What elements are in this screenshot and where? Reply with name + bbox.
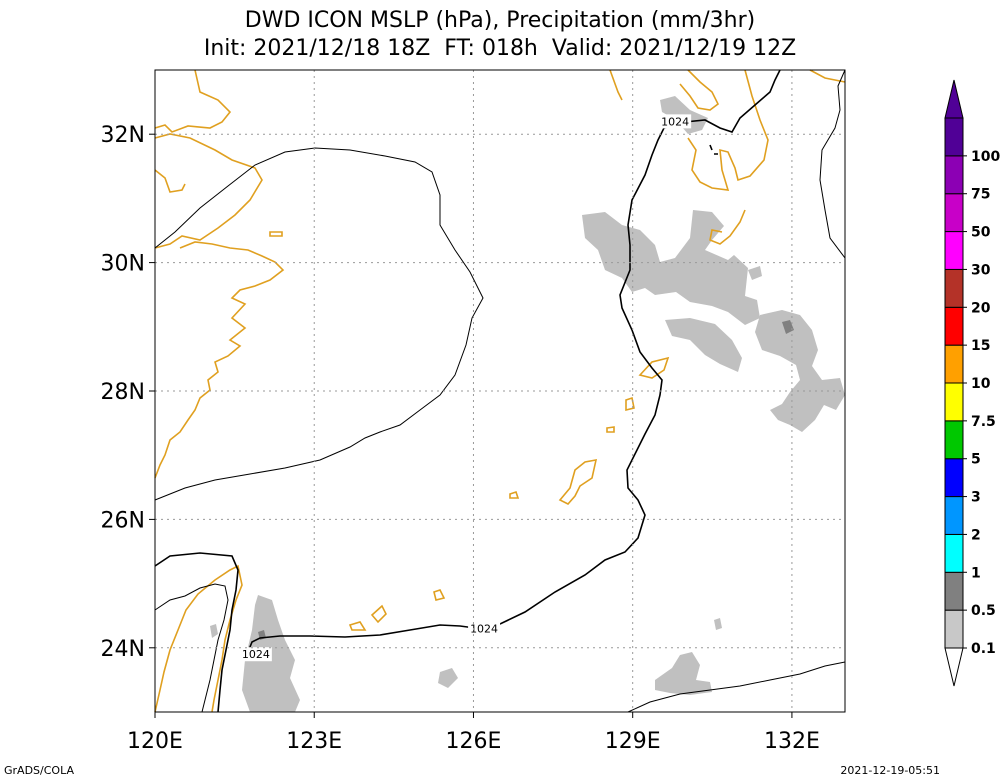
coastline <box>348 621 367 631</box>
precip-area <box>748 266 762 280</box>
footer-software-credit: GrADS/COLA <box>4 764 74 777</box>
coastline <box>370 604 387 624</box>
colorbar-label: 7.5 <box>971 414 996 430</box>
coastline <box>154 69 232 133</box>
colorbar-segment <box>944 458 964 498</box>
x-tick-label: 123E <box>286 729 342 754</box>
isobar-label-bg <box>239 647 272 662</box>
y-tick-label: 30N <box>101 252 145 277</box>
chart-title-line-2: Init: 2021/12/18 18Z FT: 018h Valid: 202… <box>203 36 797 61</box>
coastline <box>269 231 283 237</box>
coastline <box>609 69 623 101</box>
colorbar-segment <box>944 193 964 233</box>
coastline <box>509 490 520 499</box>
isobar-label: 1024 <box>470 623 498 636</box>
colorbar-segment <box>944 533 964 573</box>
isobar <box>819 69 846 259</box>
y-tick-label: 32N <box>101 123 145 148</box>
colorbar-segment <box>944 344 964 384</box>
colorbar-label: 0.5 <box>971 603 996 619</box>
isobar <box>154 147 484 501</box>
colorbar-label: 100 <box>971 149 1000 165</box>
coastline <box>433 589 446 601</box>
isobar <box>154 583 229 713</box>
precipitation-shading <box>210 96 845 712</box>
colorbar-label: 3 <box>971 490 981 506</box>
colorbar-segment <box>944 420 964 460</box>
coastline <box>606 426 615 433</box>
isobar-label-bg <box>468 621 501 636</box>
colorbar-segment <box>944 155 964 195</box>
colorbar-segment <box>944 609 964 649</box>
coastline <box>709 209 746 245</box>
isobar <box>627 661 846 713</box>
coastline <box>679 69 720 111</box>
colorbar-label: 5 <box>971 452 981 468</box>
coastline <box>638 356 670 379</box>
colorbar-segment <box>944 268 964 308</box>
colorbar-segment <box>944 382 964 422</box>
colorbar-label: 1 <box>971 565 981 581</box>
coastlines <box>154 69 846 713</box>
y-tick-label: 28N <box>101 380 145 405</box>
map-plot-area: 1024 1024 1024 <box>154 69 846 713</box>
colorbar-over-triangle <box>944 79 964 119</box>
precip-area <box>582 210 760 325</box>
y-tick-label: 26N <box>101 508 145 533</box>
y-tick-label: 24N <box>101 637 145 662</box>
x-tick-label: 132E <box>764 729 820 754</box>
coastline <box>687 69 769 191</box>
x-tick-label: 126E <box>446 729 502 754</box>
isobar-label: 1024 <box>242 648 270 661</box>
colorbar-label: 30 <box>971 262 991 278</box>
colorbar-label: 75 <box>971 187 990 203</box>
colorbar-label: 15 <box>971 338 990 354</box>
chart-title-line-1: DWD ICON MSLP (hPa), Precipitation (mm/3… <box>244 8 756 33</box>
footer-timestamp: 2021-12-19-05:51 <box>840 764 940 777</box>
precip-area <box>782 320 794 334</box>
coastline <box>154 169 186 193</box>
colorbar-segment <box>944 496 964 535</box>
precip-area <box>655 652 712 695</box>
precip-area <box>210 624 218 638</box>
isobar-labels: 1024 1024 1024 <box>239 114 692 662</box>
precip-area <box>665 318 742 372</box>
colorbar-segment <box>944 571 964 611</box>
precip-area <box>714 618 722 630</box>
colorbar-label: 50 <box>971 225 991 241</box>
colorbar-label: 10 <box>971 376 991 392</box>
x-tick-label: 120E <box>127 729 183 754</box>
colorbar-segment <box>944 306 964 346</box>
coastline <box>625 396 635 412</box>
colorbar-under-triangle <box>944 647 964 687</box>
precip-area <box>438 668 458 688</box>
coastline <box>154 241 285 479</box>
colorbar-segment <box>944 117 964 157</box>
coastline <box>558 458 598 505</box>
isobar-label: 1024 <box>661 115 689 128</box>
precip-area <box>755 310 845 432</box>
colorbar-label: 0.1 <box>971 641 996 657</box>
colorbar-label: 20 <box>971 300 991 316</box>
coastline <box>809 69 846 83</box>
isobar <box>709 144 718 155</box>
colorbar-label: 2 <box>971 527 981 543</box>
isobar-label-bg <box>659 114 692 129</box>
axis-ticks: 120E 123E 126E 129E 132E 24N 26N 28N 30N 32N <box>101 123 820 754</box>
coastline <box>154 133 263 249</box>
precipitation-colorbar: 0.1 0.5 1 2 3 5 7.5 10 15 20 30 50 75 100 <box>944 79 1000 687</box>
colorbar-segment <box>944 231 964 270</box>
isobar <box>247 69 781 653</box>
x-tick-label: 129E <box>605 729 661 754</box>
coastline <box>154 564 243 713</box>
isobar <box>154 552 239 713</box>
